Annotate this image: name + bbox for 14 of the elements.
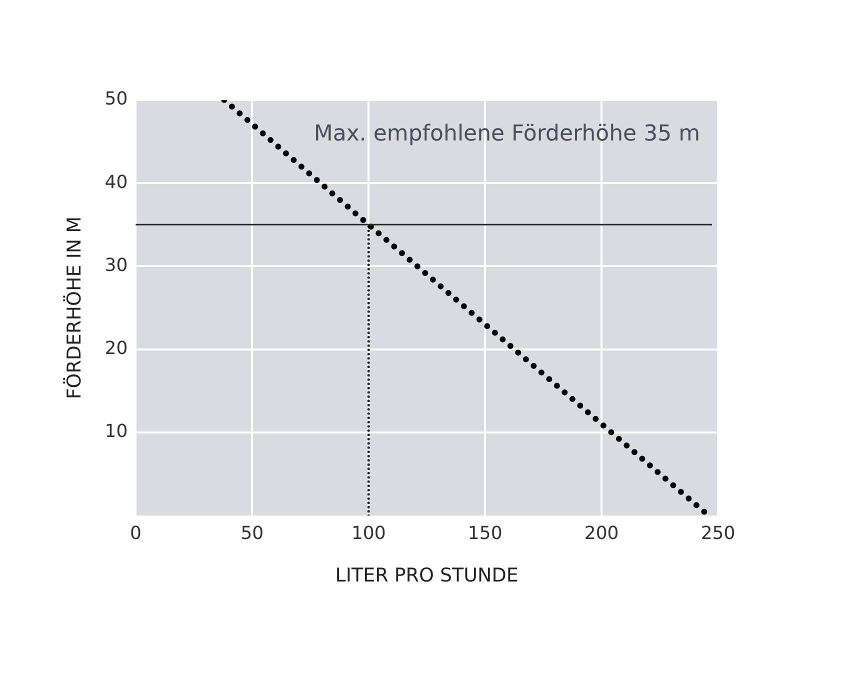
- x-tick-label: 150: [468, 523, 502, 544]
- y-tick-label: 50: [104, 88, 128, 110]
- y-axis-title: FÖRDERHÖHE IN M: [62, 216, 86, 400]
- annotation: Max. empfohlene Förderhöhe 35 m: [314, 122, 700, 147]
- y-tick-label: 30: [104, 254, 128, 276]
- x-tick-label: 250: [700, 523, 736, 544]
- x-axis-title: LITER PRO STUNDE: [335, 564, 518, 587]
- y-tick-label: 40: [104, 172, 128, 193]
- x-tick-label: 100: [351, 523, 386, 544]
- x-tick-label: 50: [240, 523, 264, 544]
- y-tick-label: 20: [104, 338, 128, 360]
- y-tick-label: 10: [104, 421, 128, 442]
- x-tick-label: 200: [584, 523, 619, 544]
- x-tick-label: 0: [130, 523, 142, 544]
